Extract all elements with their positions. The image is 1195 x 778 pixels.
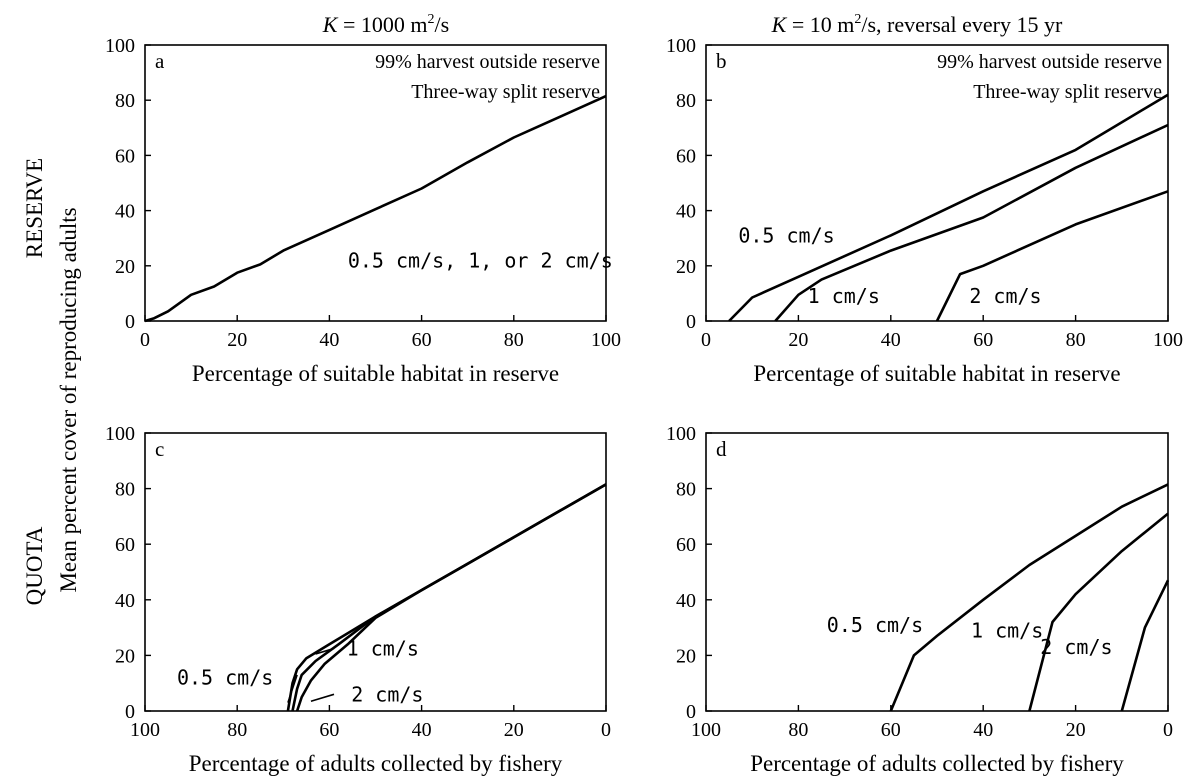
y-tick-label: 20: [115, 645, 135, 667]
panel-frame: [144, 432, 607, 712]
x-tick-label: 40: [881, 329, 901, 351]
series-line-0: [144, 94, 607, 323]
y-tick-label: 20: [676, 256, 696, 278]
x-axis-label: Percentage of suitable habitat in reserv…: [192, 361, 559, 386]
y-tick-label: 20: [676, 645, 696, 667]
panel-a: 0 20 40 60 80 100 0 20 40 60 80 100 Percentage of su…: [105, 35, 621, 386]
series-line-2: [1120, 579, 1170, 712]
row-title-reserve: RESERVE: [22, 158, 47, 258]
x-tick-label: 0: [601, 719, 611, 741]
y-tick-label: 80: [115, 90, 135, 112]
x-tick-label: 100: [591, 329, 621, 351]
series-label: 2 cm/s: [969, 284, 1041, 308]
panel-letter: c: [155, 437, 164, 461]
series-line-0: [728, 93, 1169, 322]
series-label: 0.5 cm/s: [827, 613, 923, 637]
x-tick-label: 20: [1066, 719, 1086, 741]
x-axis-label: Percentage of adults collected by fisher…: [750, 751, 1124, 776]
x-axis-label: Percentage of adults collected by fisher…: [189, 751, 563, 776]
x-tick-label: 0: [701, 329, 711, 351]
series-line-1: [774, 123, 1169, 322]
row-title-quota: QUOTA: [22, 526, 47, 605]
series-label: 1 cm/s: [347, 636, 419, 660]
y-tick-label: 40: [676, 590, 696, 612]
x-tick-label: 60: [412, 329, 432, 351]
panel-d: 0 20 40 60 80 100 100 80 60 40 20 0 Percentage of ad…: [666, 423, 1173, 776]
series-line-1: [1028, 512, 1169, 712]
series-line-2: [935, 190, 1169, 322]
y-tick-label: 40: [676, 201, 696, 223]
y-tick-label: 40: [115, 201, 135, 223]
x-tick-label: 0: [1163, 719, 1173, 741]
x-tick-label: 100: [130, 719, 160, 741]
series-label: 2 cm/s: [1040, 635, 1112, 659]
panel-annotation: Three-way split reserve: [411, 81, 600, 103]
y-tick-label: 60: [115, 534, 135, 556]
y-tick-label: 0: [125, 701, 135, 723]
y-tick-label: 0: [686, 311, 696, 333]
x-tick-label: 80: [504, 329, 524, 351]
series-label: 0.5 cm/s: [738, 223, 834, 247]
x-tick-label: 60: [319, 719, 339, 741]
x-tick-label: 100: [691, 719, 721, 741]
y-tick-label: 60: [676, 145, 696, 167]
x-tick-label: 40: [319, 329, 339, 351]
series-line-1: [291, 483, 607, 712]
panel-annotation: 99% harvest outside reserve: [375, 51, 600, 73]
leader-line: [310, 693, 335, 703]
panel-c: 0 20 40 60 80 100 100 80 60 40 20 0 Percentage of ad…: [105, 423, 611, 776]
panel-frame: [144, 44, 607, 322]
panel-letter: b: [716, 49, 727, 73]
panel-frame: [705, 432, 1169, 712]
series-label: 1 cm/s: [808, 284, 880, 308]
y-tick-label: 80: [115, 479, 135, 501]
y-tick-label: 60: [115, 145, 135, 167]
y-tick-label: 0: [686, 701, 696, 723]
y-tick-label: 0: [125, 311, 135, 333]
y-tick-label: 20: [115, 256, 135, 278]
leader-line: [315, 647, 335, 655]
panel-annotation: 99% harvest outside reserve: [937, 51, 1162, 73]
panel-letter: a: [155, 49, 165, 73]
y-tick-label: 100: [105, 423, 135, 445]
y-tick-label: 40: [115, 590, 135, 612]
x-tick-label: 20: [227, 329, 247, 351]
x-tick-label: 20: [504, 719, 524, 741]
y-tick-label: 80: [676, 90, 696, 112]
x-tick-label: 80: [1066, 329, 1086, 351]
panel-annotation: Three-way split reserve: [973, 81, 1162, 103]
x-tick-label: 100: [1153, 329, 1183, 351]
x-tick-label: 60: [881, 719, 901, 741]
y-tick-label: 100: [666, 423, 696, 445]
panel-b: 0 20 40 60 80 100 0 20 40 60 80 100 Percentage of su…: [666, 35, 1183, 386]
x-axis-label: Percentage of suitable habitat in reserv…: [753, 361, 1120, 386]
series-label: 0.5 cm/s: [177, 666, 273, 690]
leader-line: [287, 674, 298, 703]
series-line-0: [889, 483, 1169, 712]
x-tick-label: 20: [788, 329, 808, 351]
x-tick-label: 80: [788, 719, 808, 741]
column-title-right: K = 10 m2/s, reversal every 15 yr: [771, 12, 1063, 37]
x-tick-label: 40: [973, 719, 993, 741]
x-tick-label: 80: [227, 719, 247, 741]
column-title-left: K = 1000 m2/s: [322, 12, 449, 37]
y-tick-label: 100: [105, 35, 135, 57]
series-line-2: [295, 483, 607, 712]
series-label: 1 cm/s: [971, 618, 1043, 642]
y-tick-label: 100: [666, 35, 696, 57]
y-tick-label: 60: [676, 534, 696, 556]
panel-letter: d: [716, 437, 727, 461]
series-label: 2 cm/s: [351, 682, 423, 706]
x-tick-label: 40: [412, 719, 432, 741]
y-axis-label: Mean percent cover of reproducing adults: [56, 207, 81, 592]
series-line-0: [286, 483, 607, 712]
y-tick-label: 80: [676, 479, 696, 501]
x-tick-label: 60: [973, 329, 993, 351]
series-label: 0.5 cm/s, 1, or 2 cm/s: [348, 248, 613, 272]
x-tick-label: 0: [140, 329, 150, 351]
